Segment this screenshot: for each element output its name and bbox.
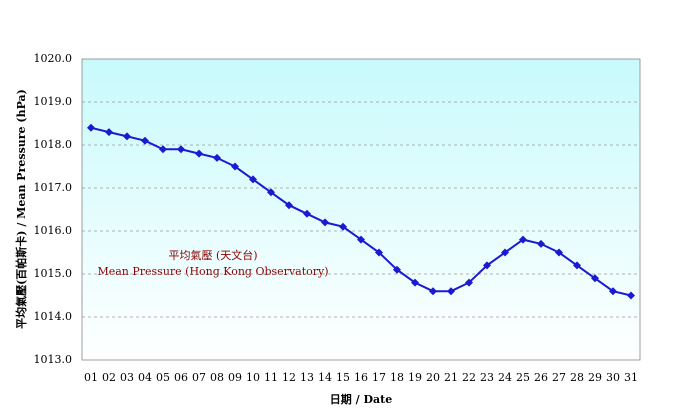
x-tick-label: 15 bbox=[336, 371, 350, 384]
marker bbox=[285, 201, 293, 210]
marker bbox=[609, 287, 617, 296]
marker bbox=[87, 123, 95, 132]
x-tick-label: 02 bbox=[102, 371, 116, 384]
marker bbox=[573, 261, 581, 270]
x-tick-label: 27 bbox=[552, 371, 566, 384]
marker bbox=[339, 222, 347, 231]
x-tick-label: 17 bbox=[372, 371, 386, 384]
marker bbox=[465, 278, 473, 287]
x-tick-label: 22 bbox=[462, 371, 476, 384]
x-tick-label: 20 bbox=[426, 371, 440, 384]
x-tick-label: 25 bbox=[516, 371, 530, 384]
x-tick-label: 18 bbox=[390, 371, 404, 384]
x-tick-label: 07 bbox=[192, 371, 206, 384]
x-tick-label: 28 bbox=[570, 371, 584, 384]
annotation: 平均氣壓 (天文台) bbox=[168, 248, 257, 262]
x-tick-label: 31 bbox=[624, 371, 638, 384]
marker bbox=[627, 291, 635, 300]
y-tick-label: 1017.0 bbox=[34, 181, 73, 194]
marker bbox=[501, 248, 509, 257]
marker bbox=[447, 287, 455, 296]
marker bbox=[483, 261, 491, 270]
x-tick-label: 06 bbox=[174, 371, 188, 384]
x-tick-label: 14 bbox=[318, 371, 332, 384]
marker bbox=[321, 218, 329, 227]
y-tick-label: 1018.0 bbox=[34, 138, 73, 151]
x-axis-label: 日期 / Date bbox=[330, 392, 392, 406]
y-tick-label: 1016.0 bbox=[34, 224, 73, 237]
marker bbox=[159, 145, 167, 154]
marker bbox=[429, 287, 437, 296]
x-tick-label: 10 bbox=[246, 371, 260, 384]
x-tick-label: 05 bbox=[156, 371, 170, 384]
marker bbox=[393, 265, 401, 274]
x-tick-label: 08 bbox=[210, 371, 224, 384]
marker bbox=[177, 145, 185, 154]
x-tick-label: 13 bbox=[300, 371, 314, 384]
x-tick-label: 03 bbox=[120, 371, 134, 384]
x-tick-label: 23 bbox=[480, 371, 494, 384]
marker bbox=[591, 274, 599, 283]
y-tick-label: 1014.0 bbox=[34, 310, 73, 323]
x-tick-label: 04 bbox=[138, 371, 152, 384]
marker bbox=[375, 248, 383, 257]
x-tick-label: 12 bbox=[282, 371, 296, 384]
x-tick-label: 24 bbox=[498, 371, 512, 384]
marker bbox=[195, 149, 203, 158]
marker bbox=[213, 153, 221, 162]
marker bbox=[357, 235, 365, 244]
marker bbox=[141, 136, 149, 145]
y-tick-label: 1015.0 bbox=[34, 267, 73, 280]
y-tick-label: 1013.0 bbox=[34, 353, 73, 366]
legend-entry: Mean Pressure (Hong Kong Observatory) bbox=[97, 265, 328, 278]
marker bbox=[519, 235, 527, 244]
marker bbox=[555, 248, 563, 257]
x-tick-label: 16 bbox=[354, 371, 368, 384]
marker bbox=[231, 162, 239, 171]
plot-area bbox=[81, 58, 641, 361]
marker bbox=[267, 188, 275, 197]
marker bbox=[303, 209, 311, 218]
x-tick-label: 26 bbox=[534, 371, 548, 384]
x-tick-label: 29 bbox=[588, 371, 602, 384]
marker bbox=[411, 278, 419, 287]
x-tick-label: 01 bbox=[84, 371, 98, 384]
y-tick-label: 1020.0 bbox=[34, 52, 73, 65]
x-tick-label: 11 bbox=[264, 371, 278, 384]
marker bbox=[249, 175, 257, 184]
marker bbox=[123, 132, 131, 141]
y-tick-label: 1019.0 bbox=[34, 95, 73, 108]
x-tick-label: 30 bbox=[606, 371, 620, 384]
marker bbox=[537, 239, 545, 248]
y-axis-label: 平均氣壓(百帕斯卡) / Mean Pressure (hPa) bbox=[14, 89, 28, 329]
x-tick-label: 19 bbox=[408, 371, 422, 384]
x-tick-label: 21 bbox=[444, 371, 458, 384]
x-tick-label: 09 bbox=[228, 371, 242, 384]
marker bbox=[105, 128, 113, 137]
